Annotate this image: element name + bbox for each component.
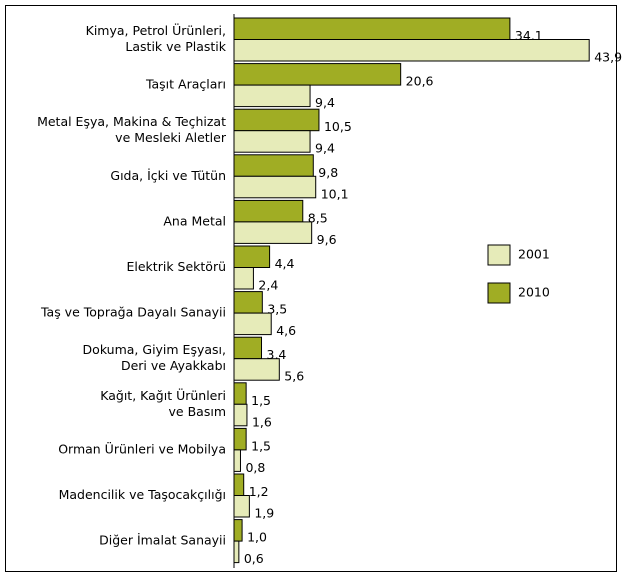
bar [233,540,240,564]
bar [233,312,272,336]
category-label: Taşıt Araçları [145,77,226,92]
category-label: Madencilik ve Taşocakçılığı [59,487,226,502]
category-label: Lastik ve Plastik [125,39,226,54]
value-label: 10,5 [324,119,352,134]
category-label: ve Mesleki Aletler [115,130,227,145]
category-label: Gıda, İçki ve Tütün [110,168,226,183]
value-label: 2,4 [258,278,278,293]
category-label: Kağıt, Kağıt Ürünleri [100,387,226,403]
category-label: Dokuma, Giyim Eşyası, [83,342,226,357]
category-label: ve Basım [169,404,226,419]
bar [233,291,263,314]
bar [233,108,320,132]
value-label: 1,2 [249,484,269,499]
value-label: 5,6 [284,369,304,384]
value-label: 9,4 [315,141,335,156]
bar [233,84,311,108]
frame [5,5,617,572]
legend-label: 2010 [518,285,550,300]
bar [233,130,311,153]
bar [233,221,313,244]
bar [233,63,402,86]
value-label: 20,6 [406,74,434,89]
category-label: Deri ve Ayakkabı [121,358,226,373]
bar [233,382,247,405]
legend-swatch [487,282,511,304]
bar [233,175,317,199]
value-label: 9,4 [315,95,335,110]
value-label: 9,8 [318,165,338,180]
bar [233,403,248,427]
value-label: 1,9 [254,506,274,521]
value-label: 1,0 [247,530,267,545]
bar [233,358,280,381]
bar [233,245,271,268]
bar [233,154,314,177]
category-label: Kimya, Petrol Ürünleri, [86,22,226,38]
value-label: 0,6 [244,551,264,566]
bar [233,519,243,542]
bar [233,473,245,496]
value-label: 0,8 [245,460,265,475]
value-label: 1,5 [251,438,271,453]
category-label: Metal Eşya, Makina & Teçhizat [37,114,226,129]
value-label: 10,1 [321,186,349,201]
bar [233,199,304,223]
bar [233,267,254,290]
value-label: 4,4 [275,256,295,271]
value-label: 8,5 [308,210,328,225]
category-label: Taş ve Toprağa Dayalı Sanayii [40,305,226,320]
legend-swatch [487,244,511,266]
category-label: Ana Metal [163,213,226,228]
value-label: 9,6 [317,232,337,247]
value-label: 43,9 [594,50,622,65]
bar [233,449,241,472]
legend-label: 2001 [518,247,550,262]
bar [233,39,590,62]
category-label: Orman Ürünleri ve Mobilya [58,440,226,456]
category-label: Elektrik Sektörü [127,259,227,274]
bar [233,427,247,451]
value-label: 4,6 [276,323,296,338]
bar [233,17,511,40]
category-label: Diğer İmalat Sanayii [99,533,226,548]
bar [233,495,250,518]
value-label: 1,6 [252,414,272,429]
value-label: 3,5 [267,302,287,317]
value-label: 1,5 [251,393,271,408]
bar [233,336,263,360]
